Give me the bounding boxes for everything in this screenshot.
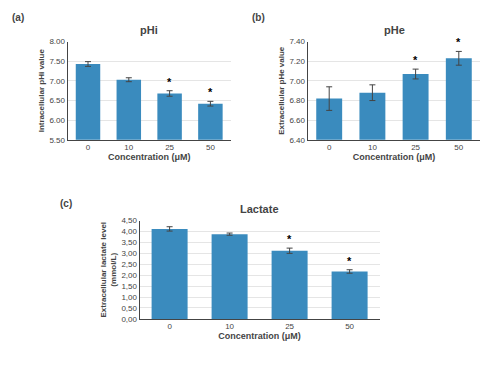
svg-text:50: 50 bbox=[454, 143, 463, 152]
svg-text:0: 0 bbox=[327, 143, 332, 152]
svg-text:7.00: 7.00 bbox=[289, 77, 305, 86]
svg-text:Concentration (μM): Concentration (μM) bbox=[218, 331, 301, 341]
svg-text:25: 25 bbox=[285, 322, 294, 331]
svg-text:7.40: 7.40 bbox=[289, 37, 305, 46]
svg-text:10: 10 bbox=[225, 322, 234, 331]
svg-text:50: 50 bbox=[206, 143, 215, 152]
svg-text:8.00: 8.00 bbox=[49, 37, 65, 46]
svg-text:25: 25 bbox=[411, 143, 420, 152]
svg-text:Extracellular pHe value: Extracellular pHe value bbox=[277, 46, 286, 135]
svg-text:3,00: 3,00 bbox=[121, 249, 137, 258]
svg-text:4,50: 4,50 bbox=[121, 216, 137, 225]
svg-text:0: 0 bbox=[86, 143, 91, 152]
svg-text:1,50: 1,50 bbox=[121, 282, 137, 291]
svg-text:Concentration (μM): Concentration (μM) bbox=[353, 152, 436, 162]
svg-text:3,50: 3,50 bbox=[121, 238, 137, 247]
svg-text:6.80: 6.80 bbox=[289, 96, 305, 105]
svg-text:25: 25 bbox=[165, 143, 174, 152]
svg-text:(a): (a) bbox=[12, 12, 24, 23]
svg-text:*: * bbox=[413, 54, 418, 66]
svg-text:0,50: 0,50 bbox=[121, 304, 137, 313]
svg-text:*: * bbox=[287, 233, 292, 245]
svg-text:2,00: 2,00 bbox=[121, 271, 137, 280]
svg-text:Lactate: Lactate bbox=[240, 203, 279, 215]
svg-text:50: 50 bbox=[345, 322, 354, 331]
svg-text:5.50: 5.50 bbox=[49, 136, 65, 145]
svg-text:4,00: 4,00 bbox=[121, 227, 137, 236]
svg-text:(b): (b) bbox=[252, 12, 265, 23]
svg-text:10: 10 bbox=[124, 143, 133, 152]
svg-text:7.50: 7.50 bbox=[49, 57, 65, 66]
svg-text:Intracellular pHi value: Intracellular pHi value bbox=[37, 49, 46, 133]
svg-text:*: * bbox=[208, 86, 213, 98]
svg-text:0,00: 0,00 bbox=[121, 315, 137, 324]
svg-text:pHi: pHi bbox=[140, 24, 158, 36]
svg-text:7.00: 7.00 bbox=[49, 77, 65, 86]
svg-text:0: 0 bbox=[167, 322, 172, 331]
svg-text:6.60: 6.60 bbox=[289, 116, 305, 125]
svg-text:10: 10 bbox=[368, 143, 377, 152]
svg-text:(c): (c) bbox=[60, 198, 72, 209]
svg-text:Concentration (μM): Concentration (μM) bbox=[108, 152, 191, 162]
svg-text:6.00: 6.00 bbox=[49, 116, 65, 125]
svg-text:1,00: 1,00 bbox=[121, 293, 137, 302]
svg-text:7.20: 7.20 bbox=[289, 57, 305, 66]
svg-text:pHe: pHe bbox=[384, 24, 405, 36]
svg-text:*: * bbox=[347, 255, 352, 267]
svg-text:*: * bbox=[167, 76, 172, 88]
svg-text:Extracellular lactate level(mm: Extracellular lactate level(mmol/L) bbox=[99, 222, 118, 318]
svg-text:6.40: 6.40 bbox=[289, 136, 305, 145]
svg-text:6.50: 6.50 bbox=[49, 96, 65, 105]
svg-text:2,50: 2,50 bbox=[121, 260, 137, 269]
svg-text:*: * bbox=[456, 36, 461, 48]
